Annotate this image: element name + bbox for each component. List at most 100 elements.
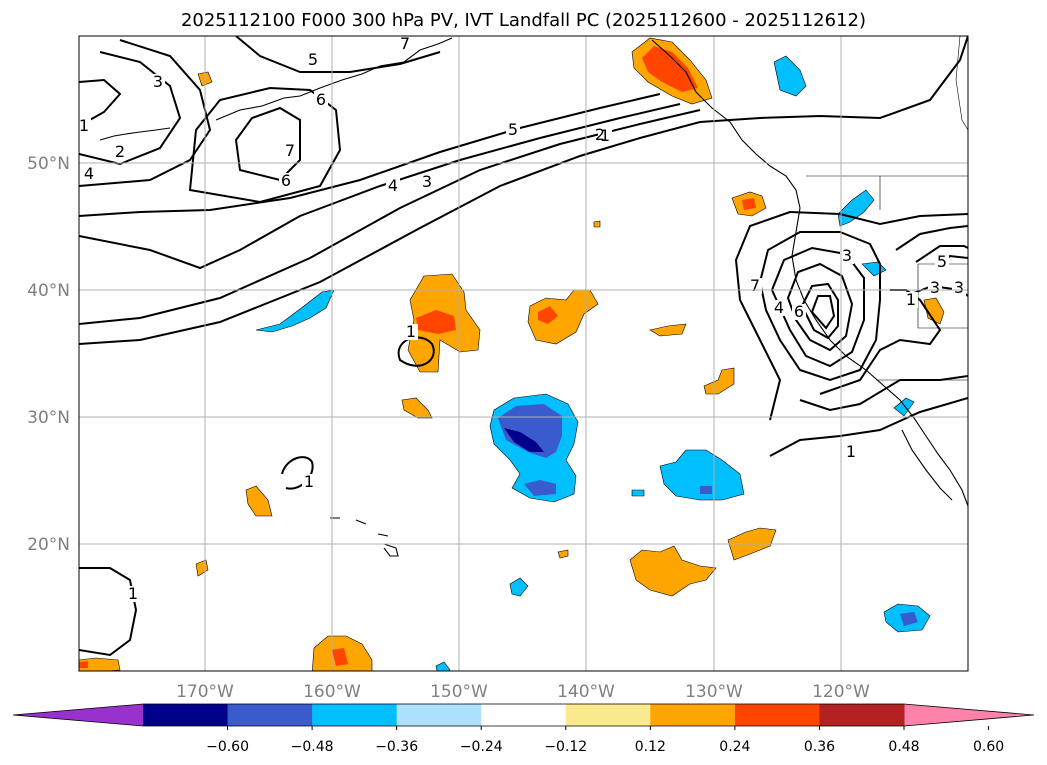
pv-contour — [79, 93, 661, 217]
colorbar-segment — [734, 704, 820, 726]
anomaly-positive — [557, 549, 569, 559]
contour-label: 1 — [906, 290, 916, 309]
contour-label: 1 — [600, 126, 610, 145]
pv-contour — [786, 262, 854, 352]
contour-label: 4 — [388, 176, 398, 195]
pv-contour — [79, 39, 212, 187]
coastlines — [99, 37, 968, 557]
colorbar-segment — [650, 704, 736, 726]
coastline-hawaii — [330, 517, 399, 557]
anomaly-negative — [659, 449, 745, 501]
colorbar-segment — [481, 704, 567, 726]
coastline-baja — [901, 429, 953, 501]
pv-contour — [281, 456, 314, 490]
contour-label: 4 — [84, 164, 94, 183]
colorbar-segment — [819, 704, 905, 726]
anomaly-negative — [435, 661, 451, 671]
pv-contour — [79, 109, 701, 325]
contour-label: 1 — [79, 116, 89, 135]
pv-contour — [770, 246, 865, 368]
anomaly-positive — [527, 289, 599, 345]
colorbar-tick-label: 0.24 — [719, 739, 750, 755]
anomaly-positive-strong — [742, 198, 756, 210]
colorbar-tick-label: 0.12 — [635, 739, 666, 755]
pv-contour — [915, 245, 968, 263]
lat-label: 30°N — [27, 408, 70, 428]
anomaly-positive — [629, 545, 717, 597]
colorbar-segment — [312, 704, 398, 726]
lon-label: 140°W — [557, 682, 615, 702]
contour-label: 7 — [750, 276, 760, 295]
contour-label: 5 — [308, 50, 318, 69]
contour-label: 6 — [281, 171, 291, 190]
pv-contours — [79, 36, 968, 657]
anomaly-positive-strong — [538, 306, 558, 324]
contour-label: 2 — [595, 125, 605, 144]
coastline-bc — [651, 39, 801, 209]
anomaly-positive-strong — [642, 46, 698, 92]
pv-contour — [79, 51, 182, 166]
contour-label: 1 — [406, 322, 416, 341]
anomaly-negative — [509, 577, 529, 597]
chart-title: 2025112100 F000 300 hPa PV, IVT Landfall… — [180, 10, 867, 31]
anomaly-negative-strong — [504, 428, 544, 452]
colorbar-segment — [565, 704, 651, 726]
anomaly-positive-strong — [79, 661, 88, 668]
contour-label: 1 — [304, 472, 314, 491]
colorbar-tick-label: −0.36 — [375, 739, 418, 755]
contour-label: 5 — [937, 252, 947, 271]
colorbar-tick-label: 0.48 — [888, 739, 919, 755]
pv-contour — [235, 36, 441, 73]
anomaly-negative — [893, 397, 915, 417]
map-frame — [78, 35, 969, 672]
pv-contour — [810, 295, 836, 330]
lon-label: 150°W — [430, 682, 488, 702]
lon-label: 130°W — [685, 682, 743, 702]
colorbar-extend-high — [904, 704, 1034, 726]
pv-contour-labels: 1 2 3 4 5 6 7 1 2 3 4 5 6 7 1 1 1 1 3 5 … — [79, 36, 966, 603]
pv-contour — [895, 225, 968, 251]
colorbar-segment — [396, 704, 482, 726]
contour-label: 6 — [794, 302, 804, 321]
contour-label: 7 — [285, 141, 295, 160]
contour-label: 6 — [316, 90, 326, 109]
pv-contour — [799, 375, 968, 412]
pv-contour — [79, 567, 138, 657]
coastline-alaska — [215, 37, 453, 121]
pv-contour — [769, 397, 968, 457]
lon-label: 170°W — [176, 682, 234, 702]
contour-label: 1 — [846, 442, 856, 461]
anomaly-positive — [79, 657, 121, 671]
pv-contour — [79, 36, 968, 345]
lat-labels: 50°N 40°N 30°N 20°N — [27, 154, 70, 555]
anomaly-positive — [401, 397, 433, 419]
contour-label: 3 — [422, 172, 432, 191]
colorbar-tick-label: 0.36 — [804, 739, 835, 755]
colorbar-extend-low — [13, 704, 143, 726]
contour-label: 3 — [930, 278, 940, 297]
anomaly-negative-medium — [900, 612, 918, 626]
colorbar-segment — [227, 704, 313, 726]
contour-label: 4 — [774, 298, 784, 317]
pv-contour — [800, 282, 839, 340]
colorbar-tick-label: −0.12 — [544, 739, 587, 755]
colorbar-tick-label: −0.24 — [460, 739, 503, 755]
anomaly-positive — [245, 485, 273, 517]
anomaly-positive — [593, 220, 601, 228]
lat-label: 50°N — [27, 154, 70, 174]
colorbar-tick-label: −0.48 — [291, 739, 334, 755]
anomaly-negative — [631, 489, 645, 497]
pv-contour — [397, 336, 435, 367]
contour-label: 3 — [842, 246, 852, 265]
contour-label: 3 — [954, 278, 964, 297]
anomaly-negative — [837, 189, 875, 227]
ivt-pc-shading — [79, 37, 945, 671]
lon-label: 120°W — [812, 682, 870, 702]
pv-contour — [758, 231, 881, 382]
anomaly-positive — [923, 297, 945, 325]
coastline-aleutians — [99, 127, 171, 141]
anomaly-negative — [773, 55, 807, 97]
lon-labels: 170°W 160°W 150°W 140°W 130°W 120°W — [176, 682, 870, 702]
pv-contour — [734, 210, 968, 421]
